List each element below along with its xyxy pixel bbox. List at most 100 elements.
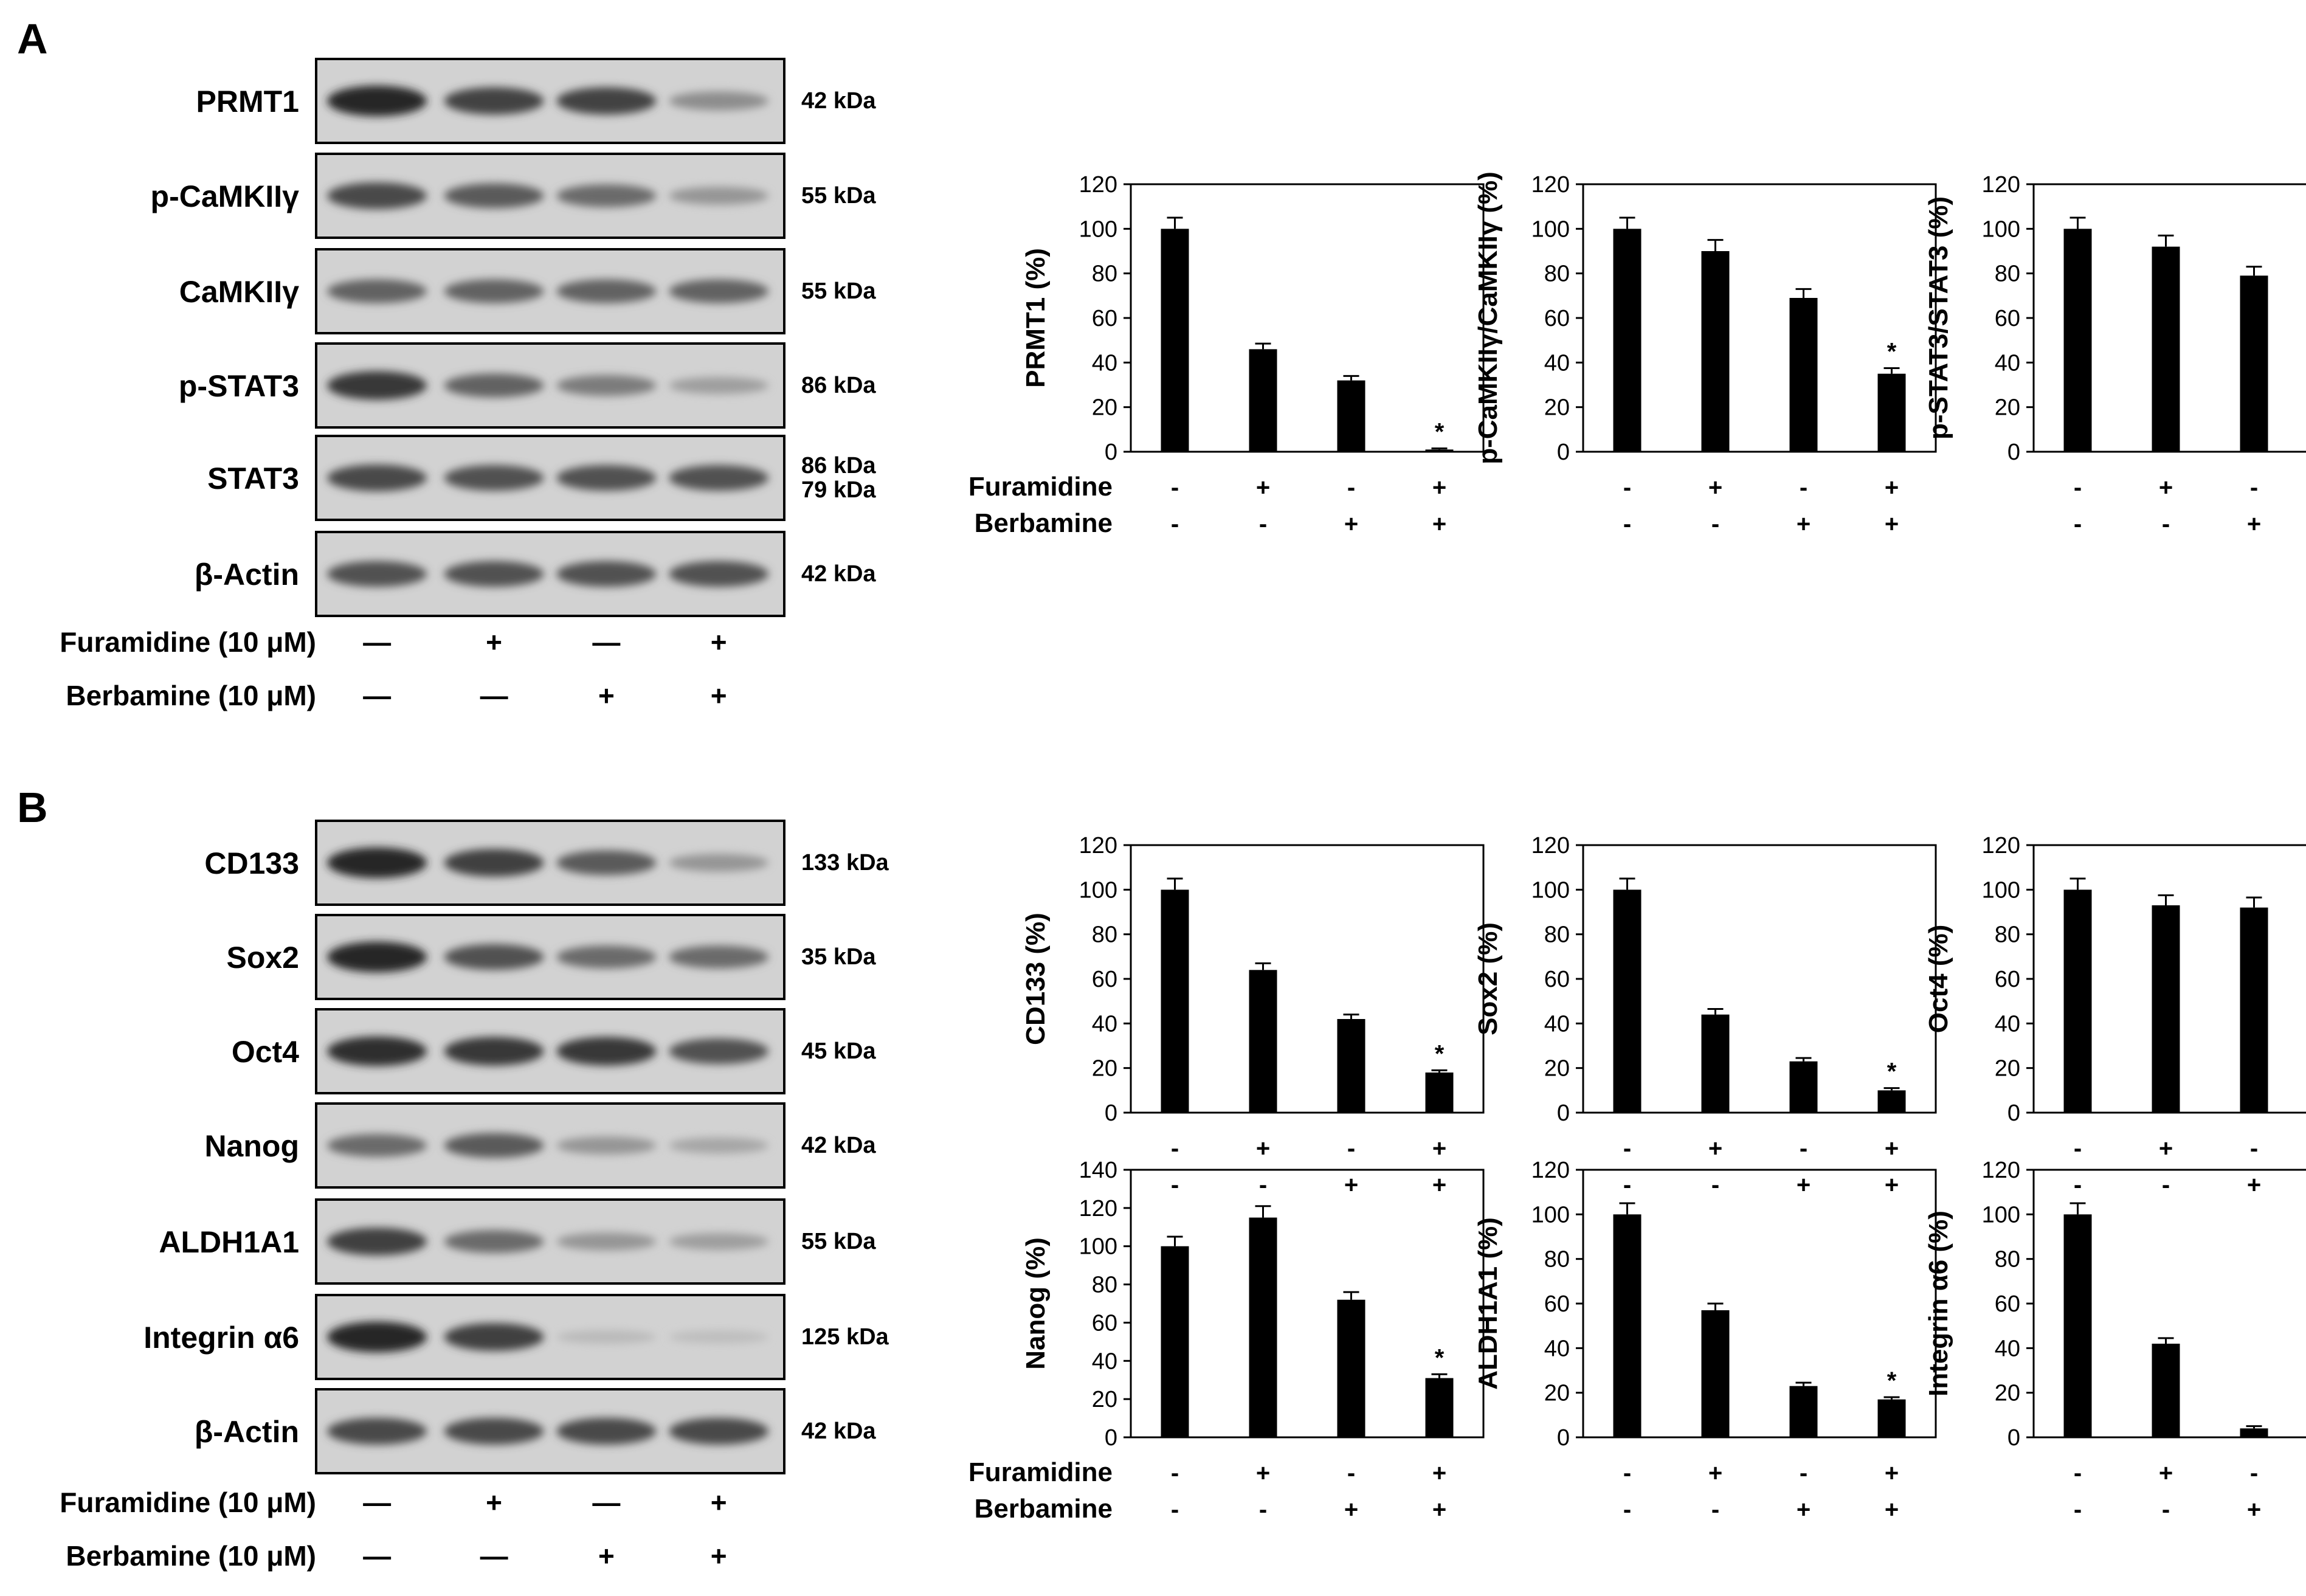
furamidine-sign: +	[1256, 474, 1270, 501]
y-tick-label: 40	[1995, 350, 2020, 376]
treatment-sign: +	[711, 1540, 727, 1572]
bar	[2240, 275, 2268, 452]
blot-band	[556, 184, 657, 207]
blot-row: ALDH1A1 55 kDa	[159, 1198, 876, 1285]
bar	[2152, 905, 2180, 1113]
blot-band	[669, 187, 769, 205]
blot-band	[556, 945, 657, 969]
bar	[1613, 890, 1641, 1113]
treatment-sign: —	[480, 1540, 508, 1572]
bar	[2152, 246, 2180, 452]
berbamine-sign: -	[1259, 1496, 1267, 1523]
y-tick-label: 80	[1544, 922, 1570, 948]
blot-band	[556, 375, 657, 396]
blot-band	[669, 1418, 769, 1445]
berbamine-sign: -	[1623, 1496, 1631, 1523]
y-axis-label: ALDH1A1 (%)	[1473, 1217, 1503, 1390]
blot-band	[444, 183, 544, 209]
y-tick-label: 60	[1092, 306, 1117, 331]
furamidine-sign: +	[1885, 1460, 1899, 1487]
blot-band	[669, 377, 769, 394]
berbamine-sign: -	[2074, 1172, 2082, 1198]
bar	[1161, 229, 1189, 452]
treatment-sign: +	[711, 1487, 727, 1518]
blot-band	[444, 1418, 544, 1445]
y-tick-label: 100	[1531, 877, 1570, 903]
bar	[2063, 890, 2092, 1113]
berbamine-sign: -	[1259, 511, 1267, 537]
y-tick-label: 40	[1544, 350, 1570, 376]
significance-marker: *	[1887, 1367, 1897, 1394]
furamidine-sign: -	[1347, 474, 1355, 501]
berbamine-sign: -	[1711, 511, 1719, 537]
berbamine-sign: +	[2247, 511, 2261, 537]
blot-row: p-CaMKIIγ 55 kDa	[151, 153, 876, 239]
blot-band	[327, 1228, 427, 1256]
treatment-sign: +	[711, 626, 727, 658]
furamidine-sign: -	[2074, 1460, 2082, 1487]
blot-band	[327, 465, 427, 491]
treatment-sign: +	[598, 1540, 615, 1572]
berbamine-sign: -	[1171, 1496, 1179, 1523]
y-tick-label: 60	[1544, 1291, 1570, 1317]
berbamine-sign: -	[1623, 511, 1631, 537]
panel-letter: B	[17, 784, 48, 831]
treatment-sign: —	[363, 680, 391, 711]
y-axis-label: PRMT1 (%)	[1021, 248, 1051, 388]
furamidine-sign: -	[1171, 474, 1179, 501]
bar	[1249, 970, 1277, 1113]
berbamine-sign: +	[1885, 511, 1899, 537]
molecular-weight-label: 55 kDa	[801, 278, 876, 304]
blot-band	[556, 1037, 657, 1066]
blot-band	[327, 85, 427, 117]
berbamine-sign: +	[1344, 1496, 1358, 1523]
chart-treatment-label: Furamidine	[968, 1457, 1113, 1487]
y-axis-label: Integrin α6 (%)	[1924, 1211, 1953, 1397]
y-tick-label: 100	[1531, 1202, 1570, 1228]
y-tick-label: 120	[1079, 833, 1117, 858]
berbamine-sign: +	[1797, 1172, 1811, 1198]
bar	[2063, 1214, 2092, 1437]
molecular-weight-label: 42 kDa	[801, 1418, 876, 1444]
blot-label: STAT3	[207, 461, 299, 496]
furamidine-sign: +	[1432, 1460, 1446, 1487]
y-tick-label: 120	[1531, 172, 1570, 198]
y-tick-label: 80	[1092, 922, 1117, 948]
berbamine-sign: -	[1623, 1172, 1631, 1198]
bar	[1701, 1014, 1730, 1113]
blot-label: CD133	[204, 846, 299, 880]
y-tick-label: 0	[2007, 440, 2020, 465]
bar	[2063, 229, 2092, 452]
berbamine-sign: -	[1171, 1172, 1179, 1198]
plot-frame	[1130, 1169, 1485, 1439]
y-tick-label: 40	[1544, 1336, 1570, 1361]
y-tick-label: 120	[1079, 1196, 1117, 1221]
blot-label: PRMT1	[196, 85, 299, 119]
furamidine-sign: -	[2250, 474, 2258, 501]
blot-band	[327, 561, 427, 587]
bar	[1877, 373, 1906, 452]
y-tick-label: 40	[1544, 1011, 1570, 1037]
significance-marker: *	[1435, 1344, 1445, 1371]
y-tick-label: 60	[1544, 967, 1570, 992]
blot-row: CD133 133 kDa	[204, 820, 889, 906]
bar	[1337, 1299, 1365, 1437]
chart-treatment-label: Berbamine	[975, 508, 1113, 538]
bar	[2240, 907, 2268, 1113]
blot-band	[669, 945, 769, 969]
molecular-weight-label: 55 kDa	[801, 1229, 876, 1254]
blot-band	[444, 1037, 544, 1066]
blot-band	[556, 279, 657, 303]
berbamine-sign: -	[1711, 1172, 1719, 1198]
blot-band	[556, 850, 657, 876]
y-tick-label: 100	[1982, 877, 2020, 903]
blot-band	[444, 279, 544, 303]
y-tick-label: 40	[1092, 1011, 1117, 1037]
treatment-sign: —	[592, 1487, 620, 1518]
y-tick-label: 0	[1105, 1425, 1117, 1451]
y-axis-label: Oct4 (%)	[1924, 925, 1953, 1033]
furamidine-sign: +	[1256, 1460, 1270, 1487]
